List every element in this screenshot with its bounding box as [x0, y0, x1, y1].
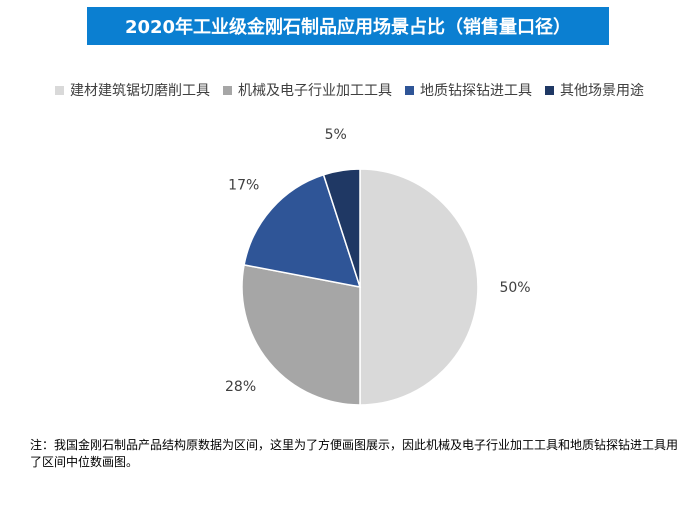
pie-slice-machinery: [241, 264, 361, 406]
legend-swatch-building: [55, 85, 64, 95]
legend-item-machinery: 机械及电子行业加工工具: [223, 80, 392, 100]
pie-label-geology: 17%: [228, 177, 259, 193]
legend-label-machinery: 机械及电子行业加工工具: [238, 83, 392, 99]
pie-slice-other: [322, 168, 361, 288]
footnote: 注：我国金刚石制品产品结构原数据为区间，这里为了方便画图展示，因此机械及电子行业…: [30, 438, 679, 469]
legend-item-geology: 地质钻探钻进工具: [405, 80, 532, 100]
legend-swatch-machinery: [223, 85, 232, 95]
pie-label-other: 5%: [325, 127, 347, 143]
legend-label-other: 其他场景用途: [560, 83, 644, 99]
pie-slice-building: [359, 168, 479, 406]
pie-label-machinery: 28%: [225, 379, 256, 395]
legend-swatch-geology: [405, 85, 414, 95]
legend-item-other: 其他场景用途: [545, 80, 644, 100]
legend-swatch-other: [545, 85, 554, 95]
chart-legend: 建材建筑锯切磨削工具 机械及电子行业加工工具 地质钻探钻进工具 其他场景用途: [0, 80, 699, 100]
chart-title: 2020年工业级金刚石制品应用场景占比（销售量口径）: [87, 7, 609, 45]
legend-label-geology: 地质钻探钻进工具: [420, 83, 532, 99]
legend-label-building: 建材建筑锯切磨削工具: [70, 83, 210, 99]
pie-slice-geology: [243, 173, 362, 288]
pie-label-building: 50%: [499, 280, 530, 296]
legend-item-building: 建材建筑锯切磨削工具: [55, 80, 210, 100]
